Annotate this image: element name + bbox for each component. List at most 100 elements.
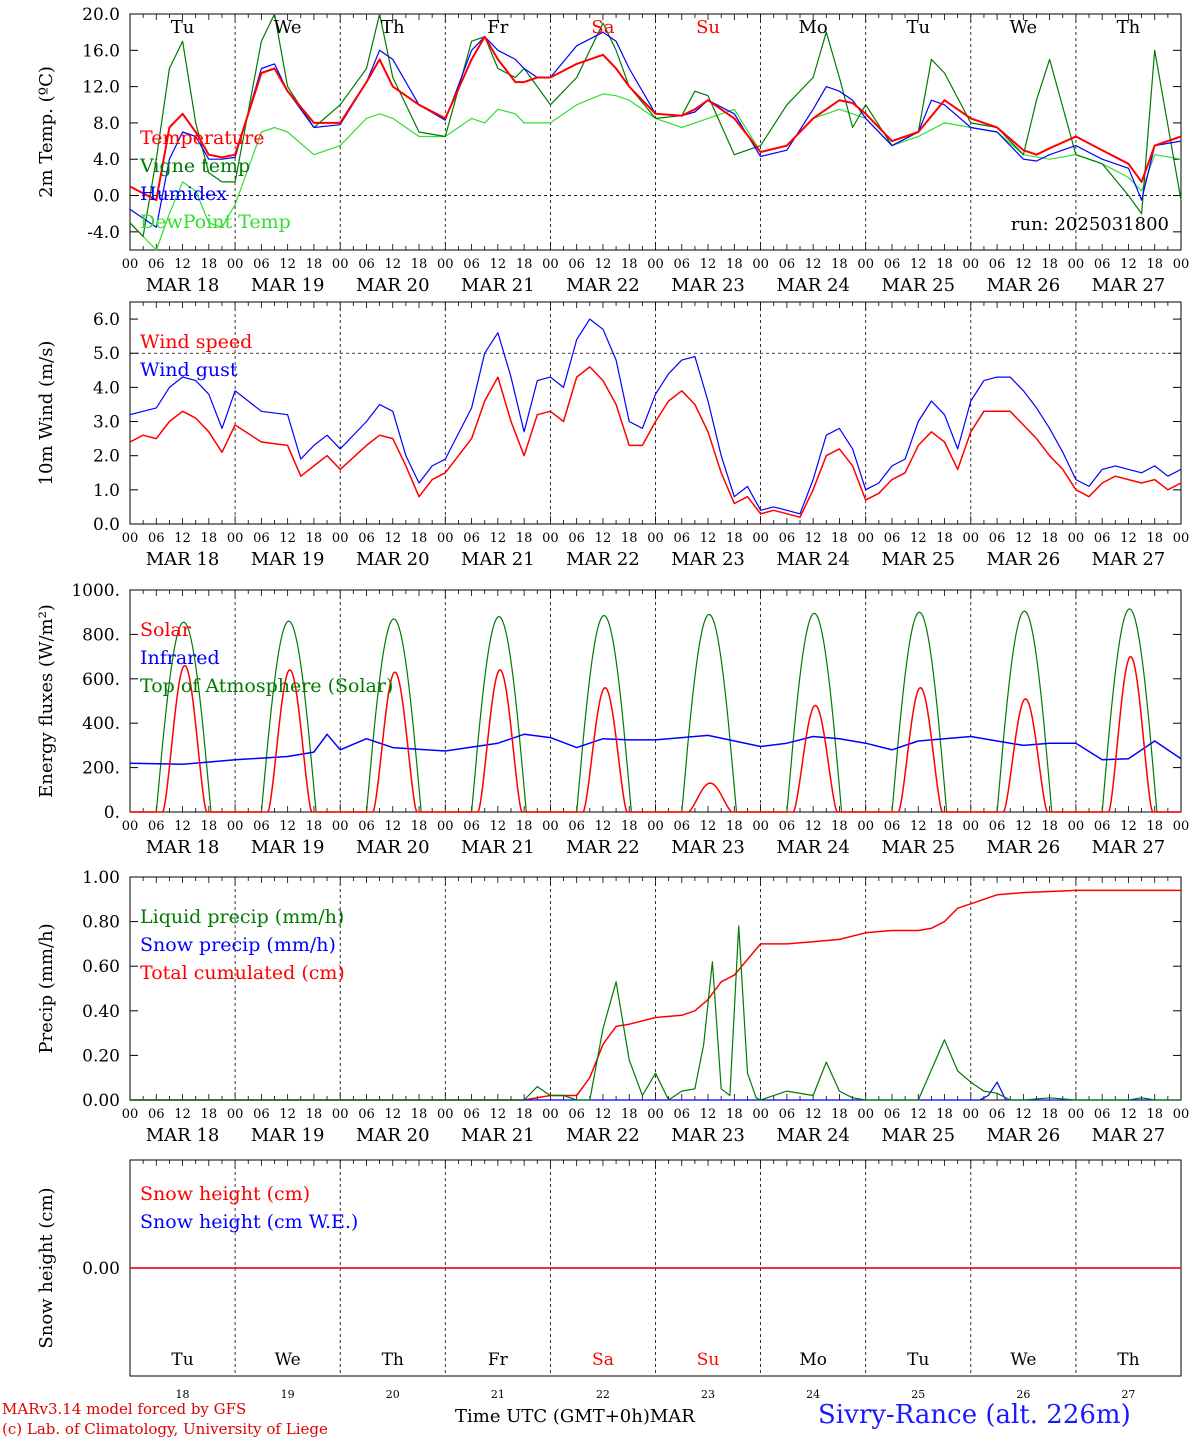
- hour-label: 18: [1146, 819, 1163, 834]
- hour-label: 00: [542, 257, 559, 272]
- hour-label: 18: [201, 531, 218, 546]
- hour-label: 12: [490, 257, 507, 272]
- hour-label: 00: [963, 257, 980, 272]
- hour-label: 12: [805, 819, 822, 834]
- day-number: 23: [701, 1388, 715, 1401]
- legend-entry: Snow height (cm): [140, 1183, 310, 1205]
- hour-label: 12: [910, 257, 927, 272]
- hour-label: 18: [411, 531, 428, 546]
- hour-label: 12: [805, 1107, 822, 1122]
- y-tick-label: 1000.: [71, 581, 120, 601]
- hour-label: 00: [857, 531, 874, 546]
- hour-label: 00: [1173, 1107, 1190, 1122]
- date-label: MAR 24: [776, 837, 850, 858]
- hour-label: 06: [674, 819, 691, 834]
- hour-label: 00: [752, 531, 769, 546]
- hour-label: 12: [595, 257, 612, 272]
- y-axis-title: 10m Wind (m/s): [36, 341, 57, 486]
- hour-label: 00: [542, 1107, 559, 1122]
- hour-label: 12: [595, 819, 612, 834]
- hour-label: 18: [936, 1107, 953, 1122]
- hour-label: 12: [700, 1107, 717, 1122]
- day-number: 19: [281, 1388, 295, 1401]
- legend-entry: Snow precip (mm/h): [140, 934, 336, 956]
- series-line: [130, 925, 1181, 1101]
- date-label: MAR 19: [251, 549, 325, 570]
- hour-label: 18: [726, 531, 743, 546]
- hour-label: 00: [332, 257, 349, 272]
- series-line: [129, 733, 1182, 766]
- hour-label: 12: [700, 819, 717, 834]
- hour-label: 12: [700, 531, 717, 546]
- day-name-top: We: [274, 17, 302, 38]
- date-label: MAR 27: [1092, 1125, 1166, 1146]
- hour-label: 18: [201, 257, 218, 272]
- hour-label: 00: [227, 1107, 244, 1122]
- legend-entry: Liquid precip (mm/h): [140, 906, 344, 928]
- month-label: MAR: [649, 1406, 695, 1427]
- y-tick-label: 200.: [82, 759, 120, 779]
- hour-label: 18: [1146, 1107, 1163, 1122]
- hour-label: 00: [857, 1107, 874, 1122]
- y-tick-label: 1.0: [93, 481, 120, 501]
- hour-label: 06: [358, 531, 375, 546]
- credit-line-1: MARv3.14 model forced by GFS: [2, 1400, 247, 1418]
- legend-entry: Wind speed: [140, 331, 252, 353]
- date-label: MAR 20: [356, 549, 430, 570]
- legend-entry: Total cumulated (cm): [140, 962, 345, 984]
- y-tick-label: 6.0: [93, 310, 120, 330]
- date-label: MAR 24: [776, 275, 850, 296]
- hour-label: 00: [1068, 1107, 1085, 1122]
- hour-label: 12: [384, 257, 401, 272]
- day-name-top: Th: [381, 17, 405, 38]
- date-label: MAR 21: [461, 549, 535, 570]
- hour-label: 12: [490, 819, 507, 834]
- hour-label: 06: [1094, 257, 1111, 272]
- legend-entry: Solar: [140, 619, 192, 641]
- date-label: MAR 19: [251, 837, 325, 858]
- hour-label: 12: [1120, 257, 1137, 272]
- day-number: 18: [176, 1388, 190, 1401]
- panel-2: 6.0 5.0 4.0 3.0 2.0 1.0 0.0 10m Wind (m/s) 00 06 1…: [36, 301, 1189, 570]
- hour-label: 18: [936, 819, 953, 834]
- hour-label: 12: [805, 531, 822, 546]
- hour-label: 06: [989, 1107, 1006, 1122]
- hour-label: 18: [1146, 531, 1163, 546]
- panel-4: 1.00 0.80 0.60 0.40 0.20 0.00 Precip (mm/h) 00 0…: [36, 868, 1189, 1146]
- y-tick-label: 0.0: [93, 515, 120, 535]
- date-label: MAR 26: [987, 275, 1061, 296]
- hour-label: 18: [1041, 1107, 1058, 1122]
- hour-label: 18: [411, 1107, 428, 1122]
- day-name-bottom: Th: [382, 1350, 404, 1370]
- day-name-bottom: We: [1010, 1350, 1036, 1370]
- hour-label: 06: [463, 819, 480, 834]
- day-name-top: Tu: [171, 17, 195, 38]
- hour-label: 06: [148, 531, 165, 546]
- day-name-bottom: We: [275, 1350, 301, 1370]
- day-number: 20: [386, 1388, 400, 1401]
- hour-label: 06: [148, 1107, 165, 1122]
- series-line: [129, 13, 1182, 237]
- credit-line-2: (c) Lab. of Climatology, University of L…: [2, 1420, 328, 1438]
- hour-label: 06: [779, 257, 796, 272]
- hour-label: 06: [884, 257, 901, 272]
- hour-label: 06: [884, 819, 901, 834]
- hour-label: 00: [437, 1107, 454, 1122]
- hour-label: 06: [989, 531, 1006, 546]
- hour-label: 00: [227, 257, 244, 272]
- day-name-top: Fr: [487, 17, 508, 38]
- hour-label: 18: [1041, 257, 1058, 272]
- legend-entry: Wind gust: [140, 359, 238, 381]
- y-tick-label: 0.80: [82, 913, 120, 933]
- hour-label: 00: [963, 819, 980, 834]
- y-axis-title: Energy fluxes (W/m²): [36, 604, 57, 798]
- day-name-bottom: Th: [1117, 1350, 1139, 1370]
- date-label: MAR 18: [146, 275, 220, 296]
- hour-label: 00: [437, 531, 454, 546]
- hour-label: 00: [1068, 819, 1085, 834]
- day-name-bottom: Sa: [592, 1350, 614, 1370]
- hour-label: 18: [726, 1107, 743, 1122]
- hour-label: 00: [227, 531, 244, 546]
- panel-3: 1000. 800. 600. 400. 200. 0. Energy fluxes (W/…: [36, 581, 1189, 858]
- y-tick-label: 2.0: [93, 447, 120, 467]
